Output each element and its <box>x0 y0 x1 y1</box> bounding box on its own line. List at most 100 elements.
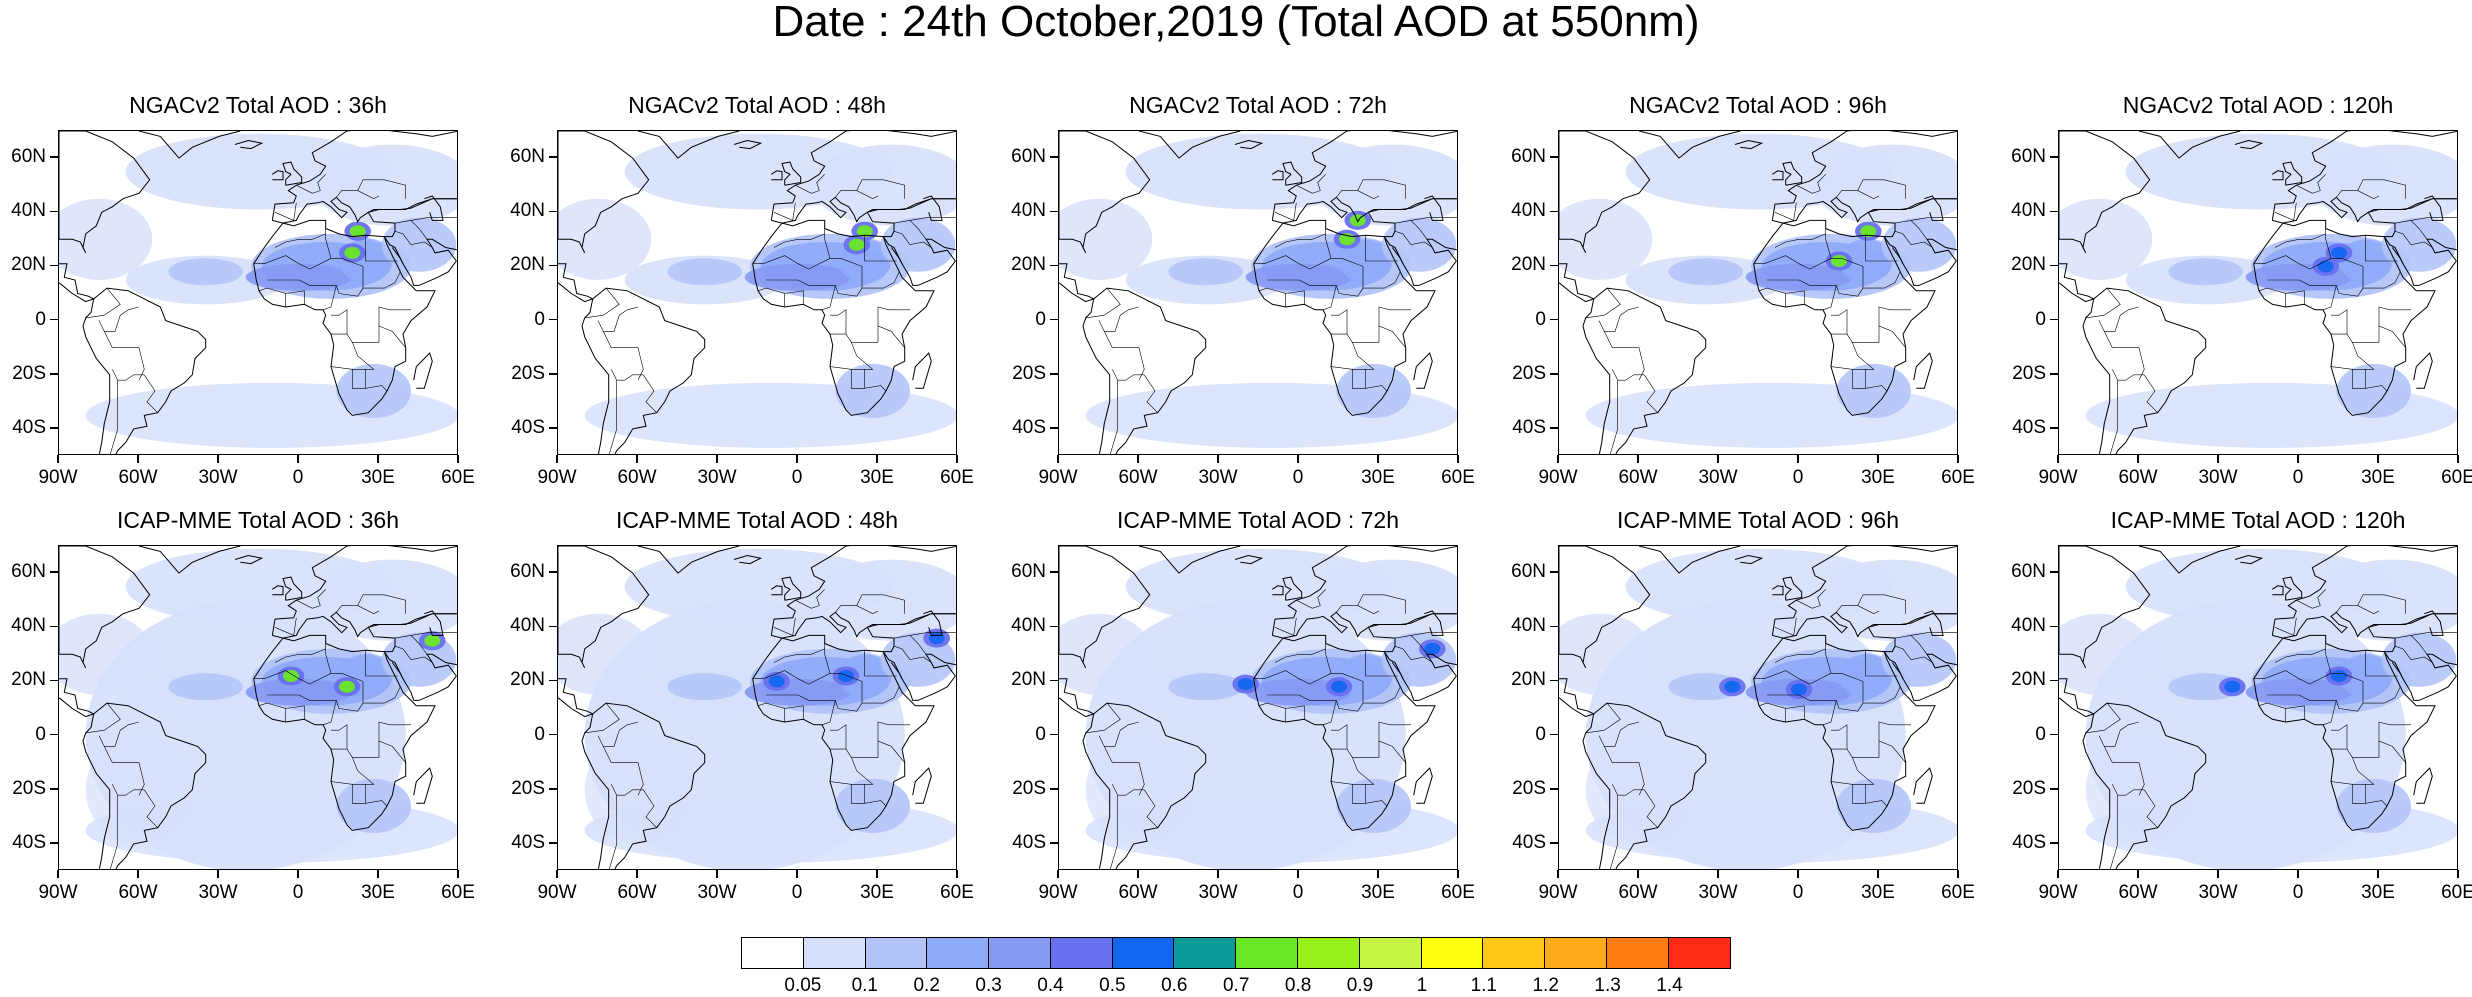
country-border <box>2253 255 2364 297</box>
aod-shade <box>2381 632 2457 687</box>
country-border <box>1878 721 1911 741</box>
country-border <box>1644 374 1658 413</box>
coastline-ireland <box>771 170 783 181</box>
country-border <box>757 702 785 722</box>
lon-tick-mark <box>716 870 718 878</box>
lon-tick-label: 60W <box>617 882 657 903</box>
lat-tick-mark <box>1050 679 1058 682</box>
lat-tick-label: 20N <box>2011 669 2046 691</box>
country-border <box>1894 230 1933 248</box>
aod-shade <box>2168 258 2243 286</box>
lon-tick-label: 60E <box>1941 882 1975 903</box>
lat-tick-mark <box>1550 625 1558 627</box>
lat-tick-label: 0 <box>35 723 46 745</box>
colorbar-cell <box>1421 938 1484 968</box>
country-border <box>2365 784 2388 807</box>
coastline-uk <box>1282 161 1303 186</box>
lat-tick-label: 40N <box>1011 200 1046 222</box>
lon-tick-mark <box>2457 455 2459 463</box>
country-border <box>1758 702 1786 722</box>
lon-tick-label: 30W <box>1198 467 1238 488</box>
lon-tick-label: 30W <box>198 467 238 488</box>
map-canvas <box>59 546 457 869</box>
aod-shade <box>2312 144 2457 226</box>
country-border <box>2104 306 2140 332</box>
country-border <box>394 217 457 224</box>
country-border <box>1857 179 1907 199</box>
lat-tick-label: 40N <box>2011 615 2046 637</box>
lat-tick-label: 20N <box>1011 669 1046 691</box>
lat-tick-mark <box>2050 156 2058 158</box>
lat-tick-label: 0 <box>534 308 545 330</box>
aod-shade <box>1831 255 1847 267</box>
country-border <box>893 645 932 663</box>
lat-tick-mark <box>549 264 557 267</box>
country-border <box>1894 645 1933 663</box>
aod-shade <box>1424 642 1441 655</box>
coastline-northAmerica <box>1059 131 1151 254</box>
country-border <box>2274 617 2297 636</box>
coastline-africa <box>752 634 935 831</box>
coastline-caspian <box>1924 610 1944 636</box>
country-border <box>643 789 657 828</box>
lat-tick-label: 20S <box>1012 362 1046 384</box>
country-border <box>1825 228 1832 259</box>
country-border <box>274 617 297 636</box>
aod-shade <box>1059 198 1153 280</box>
lon-tick-mark <box>1557 455 1559 463</box>
lon-tick-label: 60W <box>1118 467 1158 488</box>
country-border <box>830 309 847 335</box>
lon-tick-mark <box>1217 455 1219 463</box>
lat-tick-label: 40S <box>511 416 545 438</box>
country-border <box>1612 784 1645 796</box>
aod-shade <box>1791 683 1807 696</box>
country-border <box>1258 287 1286 307</box>
aod-shade <box>245 678 353 706</box>
lon-tick-mark <box>2377 870 2379 878</box>
lat-tick-label: 40N <box>1011 615 1046 637</box>
coastline-greenland <box>637 546 740 574</box>
colorbar-label: 0.6 <box>1161 975 1188 996</box>
coastline-ireland <box>1272 585 1284 596</box>
coastline-northAmerica <box>1559 546 1651 669</box>
country-border <box>877 306 910 326</box>
coastline-ireland <box>272 585 284 596</box>
coastline-anatolia <box>866 613 956 701</box>
lon-tick-mark <box>2057 455 2059 463</box>
colorbar-label: 0.8 <box>1284 975 1312 996</box>
lon-tick-label: 30W <box>697 882 737 903</box>
coastline-caspian <box>1924 195 1944 221</box>
lat-tick-mark <box>50 264 58 267</box>
colorbar-label: 0.3 <box>975 975 1002 996</box>
lon-tick-label: 0 <box>292 882 304 903</box>
coastline-africa <box>2253 219 2436 416</box>
lat-tick-mark <box>50 427 58 429</box>
lon-tick-label: 0 <box>1292 882 1304 903</box>
country-border <box>829 757 874 785</box>
aod-shade <box>667 258 742 286</box>
colorbar-cell <box>1545 938 1607 968</box>
country-border <box>2296 589 2326 609</box>
coastline-iceland <box>1234 139 1264 150</box>
country-border <box>378 306 411 326</box>
lat-tick-mark <box>2050 842 2058 844</box>
country-border <box>835 190 879 200</box>
coastline-greenland <box>1638 546 1741 574</box>
aod-shade <box>811 144 956 226</box>
coastline-arabiaSea <box>2391 247 2404 264</box>
lon-tick-label: 30W <box>198 882 238 903</box>
lon-tick-label: 90W <box>38 467 78 488</box>
coastline-caspian <box>2424 610 2444 636</box>
country-border <box>1285 290 1305 305</box>
colorbar-cell <box>1112 938 1175 968</box>
lat-tick-mark <box>1550 571 1558 573</box>
coastline-madagascar <box>2413 767 2433 804</box>
lon-tick-mark <box>2137 455 2139 463</box>
colorbar-cell <box>1174 938 1237 968</box>
colorbar-label: 1.1 <box>1470 975 1498 996</box>
lon-tick-mark <box>1637 455 1639 463</box>
country-border <box>274 233 326 248</box>
lat-tick-label: 40S <box>1512 416 1546 438</box>
coastline-uk <box>282 576 303 601</box>
lon-tick-mark <box>1637 870 1639 878</box>
